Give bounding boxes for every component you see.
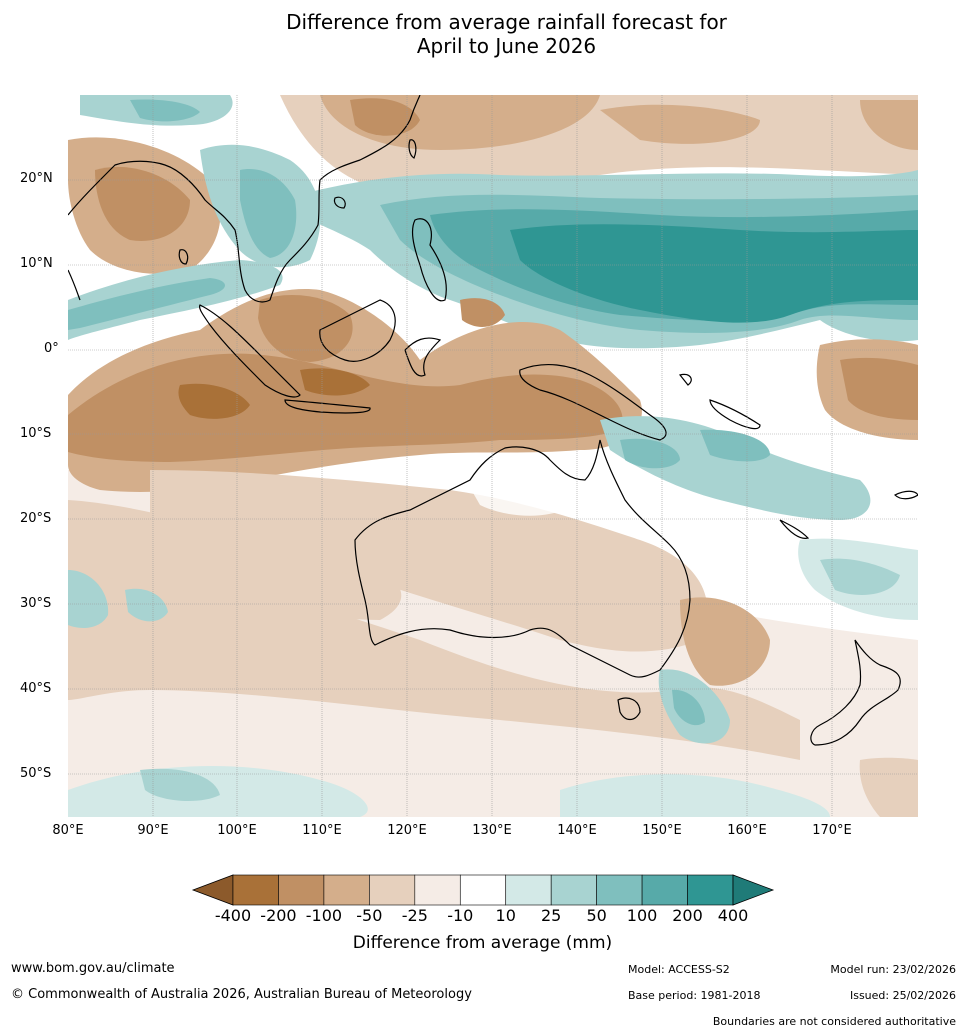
colorbar-tick-label: -25 [401,906,428,925]
lon-label-110e: 110°E [302,823,342,838]
footer-url[interactable]: www.bom.gov.au/climate [11,961,175,976]
lat-label-0: 0° [44,341,59,356]
coastlines [68,95,918,746]
colorbar-swatch [278,874,325,906]
colorbar-swatch [459,874,507,906]
lat-label-50s: 50°S [20,766,52,781]
colorbar [191,874,775,906]
lon-label-90e: 90°E [137,823,169,838]
lon-label-160e: 160°E [727,823,767,838]
footer-base-period: Base period: 1981-2018 [628,989,761,1002]
lat-label-40s: 40°S [20,681,52,696]
lat-label-30s: 30°S [20,596,52,611]
colorbar-extend-high [732,874,775,906]
lat-label-10s: 10°S [20,426,52,441]
colorbar-swatch [369,874,416,906]
colorbar-swatch [641,874,688,906]
colorbar-tick-label: -400 [214,906,252,925]
colorbar-title: Difference from average (mm) [352,933,613,953]
colorbar-tick-label: 100 [626,906,658,925]
lon-label-80e: 80°E [52,823,84,838]
colorbar-swatch [232,874,279,906]
colorbar-swatch [550,874,597,906]
colorbar-tick-label: 200 [672,906,703,925]
footer-disclaimer: Boundaries are not considered authoritat… [712,1015,956,1028]
map-title: Difference from average rainfall forecas… [0,10,965,58]
colorbar-swatch [414,874,461,906]
footer-copyright: © Commonwealth of Australia 2026, Austra… [11,987,472,1002]
footer-issued: Issued: 25/02/2026 [849,989,956,1002]
grid-lines [68,95,918,817]
lat-label-10n: 10°N [20,256,53,271]
colorbar-swatch [323,874,370,906]
colorbar-tick-label: 10 [495,906,516,925]
colorbar-tick-label: -200 [260,906,297,925]
lon-label-100e: 100°E [217,823,257,838]
lat-label-20s: 20°S [20,511,52,526]
colorbar-swatch [505,874,552,906]
footer-model: Model: ACCESS-S2 [628,963,730,976]
footer-model-run: Model run: 23/02/2026 [830,963,956,976]
title-line-2: April to June 2026 [416,34,597,58]
lon-label-170e: 170°E [812,823,852,838]
colorbar-tick-label: -50 [356,906,383,925]
lon-label-120e: 120°E [387,823,427,838]
colorbar-tick-label: 400 [717,906,749,925]
colorbar-tick-label: 25 [540,906,562,925]
colorbar-swatch [596,874,643,906]
colorbar-tick-label: -100 [305,906,343,925]
lon-label-150e: 150°E [642,823,682,838]
title-line-1: Difference from average rainfall forecas… [286,10,727,34]
colorbar-tick-label: 50 [586,906,607,925]
lon-label-130e: 130°E [472,823,512,838]
lon-label-140e: 140°E [557,823,597,838]
lat-label-20n: 20°N [20,171,53,186]
colorbar-extend-low [191,874,234,906]
colorbar-swatch [687,874,734,906]
rainfall-anomaly-shading [68,95,918,817]
colorbar-tick-label: -10 [447,906,474,925]
